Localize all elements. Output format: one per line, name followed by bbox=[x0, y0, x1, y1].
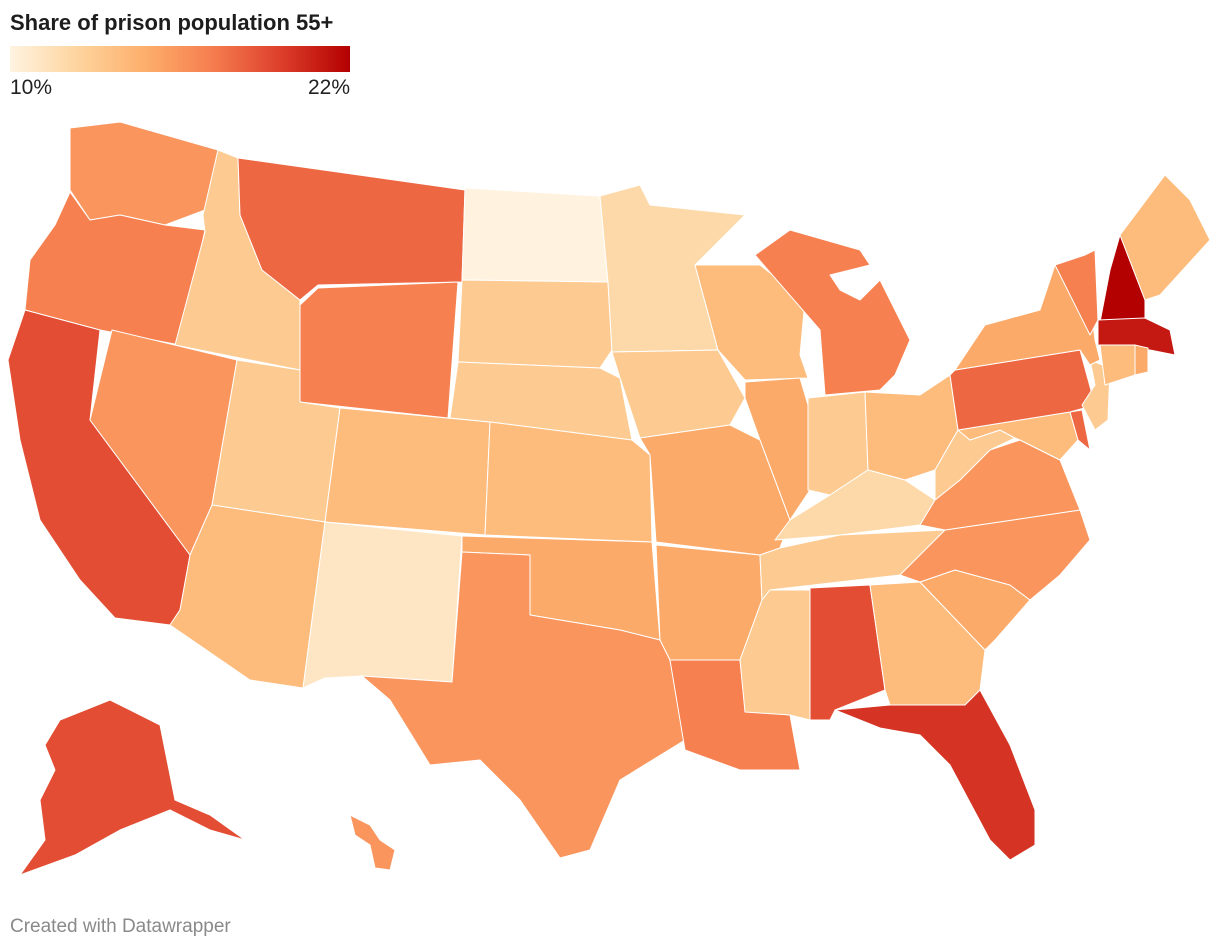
state-ND[interactable]: North Dakota: 10% bbox=[461, 187, 609, 283]
state-ME[interactable]: Maine: 14% bbox=[1119, 174, 1211, 301]
state-CT[interactable]: Connecticut: 14% bbox=[1099, 344, 1136, 386]
state-WA[interactable]: Washington: 16% bbox=[69, 121, 219, 226]
state-TX[interactable]: Texas: 16% bbox=[361, 551, 686, 859]
legend-max-label: 22% bbox=[307, 76, 350, 99]
state-AK[interactable]: Alaska: 19% bbox=[19, 699, 246, 876]
state-MI[interactable]: Michigan: 17% bbox=[754, 229, 911, 396]
datawrapper-credit: Created with Datawrapper bbox=[10, 916, 231, 937]
state-NM[interactable]: New Mexico: 11% bbox=[302, 521, 463, 689]
map-title: Share of prison population 55+ bbox=[10, 10, 334, 35]
legend-color-scale bbox=[10, 46, 350, 72]
state-WY[interactable]: Wyoming: 17% bbox=[299, 281, 459, 419]
state-DE[interactable]: Delaware: 18% bbox=[1069, 409, 1091, 451]
state-HI[interactable]: Hawaii: 16% bbox=[349, 814, 396, 871]
state-KS[interactable]: Kansas: 14% bbox=[484, 421, 653, 543]
state-CA[interactable]: California: 19% bbox=[7, 309, 191, 626]
legend-min-label: 10% bbox=[10, 76, 53, 99]
state-RI[interactable]: Rhode Island: 15% bbox=[1134, 344, 1149, 376]
state-VT[interactable]: Vermont: 17% bbox=[1054, 249, 1099, 336]
state-IA[interactable]: Iowa: 13% bbox=[611, 349, 746, 439]
state-WI[interactable]: Wisconsin: 14% bbox=[694, 264, 809, 381]
us-states-map: Washington: 16% Oregon: 17% California: … bbox=[7, 121, 1211, 876]
state-CO[interactable]: Colorado: 14% bbox=[324, 407, 491, 536]
state-TN[interactable]: Tennessee: 13% bbox=[759, 529, 946, 601]
state-SD[interactable]: South Dakota: 13% bbox=[457, 279, 613, 369]
state-FL[interactable]: Florida: 20% bbox=[834, 689, 1036, 861]
state-IL[interactable]: Illinois: 15% bbox=[744, 377, 811, 521]
